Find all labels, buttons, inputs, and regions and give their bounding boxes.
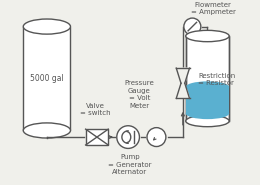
Text: 5000 gal: 5000 gal <box>30 74 64 83</box>
Text: Pressure
Gauge
= Volt
Meter: Pressure Gauge = Volt Meter <box>125 80 154 109</box>
Text: Pump
= Generator
Alternator: Pump = Generator Alternator <box>108 154 152 175</box>
Circle shape <box>147 128 166 147</box>
Bar <box>23 27 70 130</box>
Polygon shape <box>176 83 190 98</box>
Polygon shape <box>176 68 190 83</box>
Text: Valve
= switch: Valve = switch <box>80 103 110 116</box>
Ellipse shape <box>186 115 229 127</box>
Circle shape <box>184 18 201 35</box>
Bar <box>186 87 229 113</box>
Ellipse shape <box>186 30 229 42</box>
Ellipse shape <box>186 108 229 119</box>
Ellipse shape <box>23 123 70 138</box>
Bar <box>186 36 229 121</box>
Ellipse shape <box>23 19 70 34</box>
Bar <box>86 129 108 145</box>
Text: Restriction
= Resistor: Restriction = Resistor <box>198 73 235 86</box>
Text: Flowmeter
= Ampmeter: Flowmeter = Ampmeter <box>191 2 236 15</box>
Ellipse shape <box>186 81 229 93</box>
Circle shape <box>117 126 139 148</box>
